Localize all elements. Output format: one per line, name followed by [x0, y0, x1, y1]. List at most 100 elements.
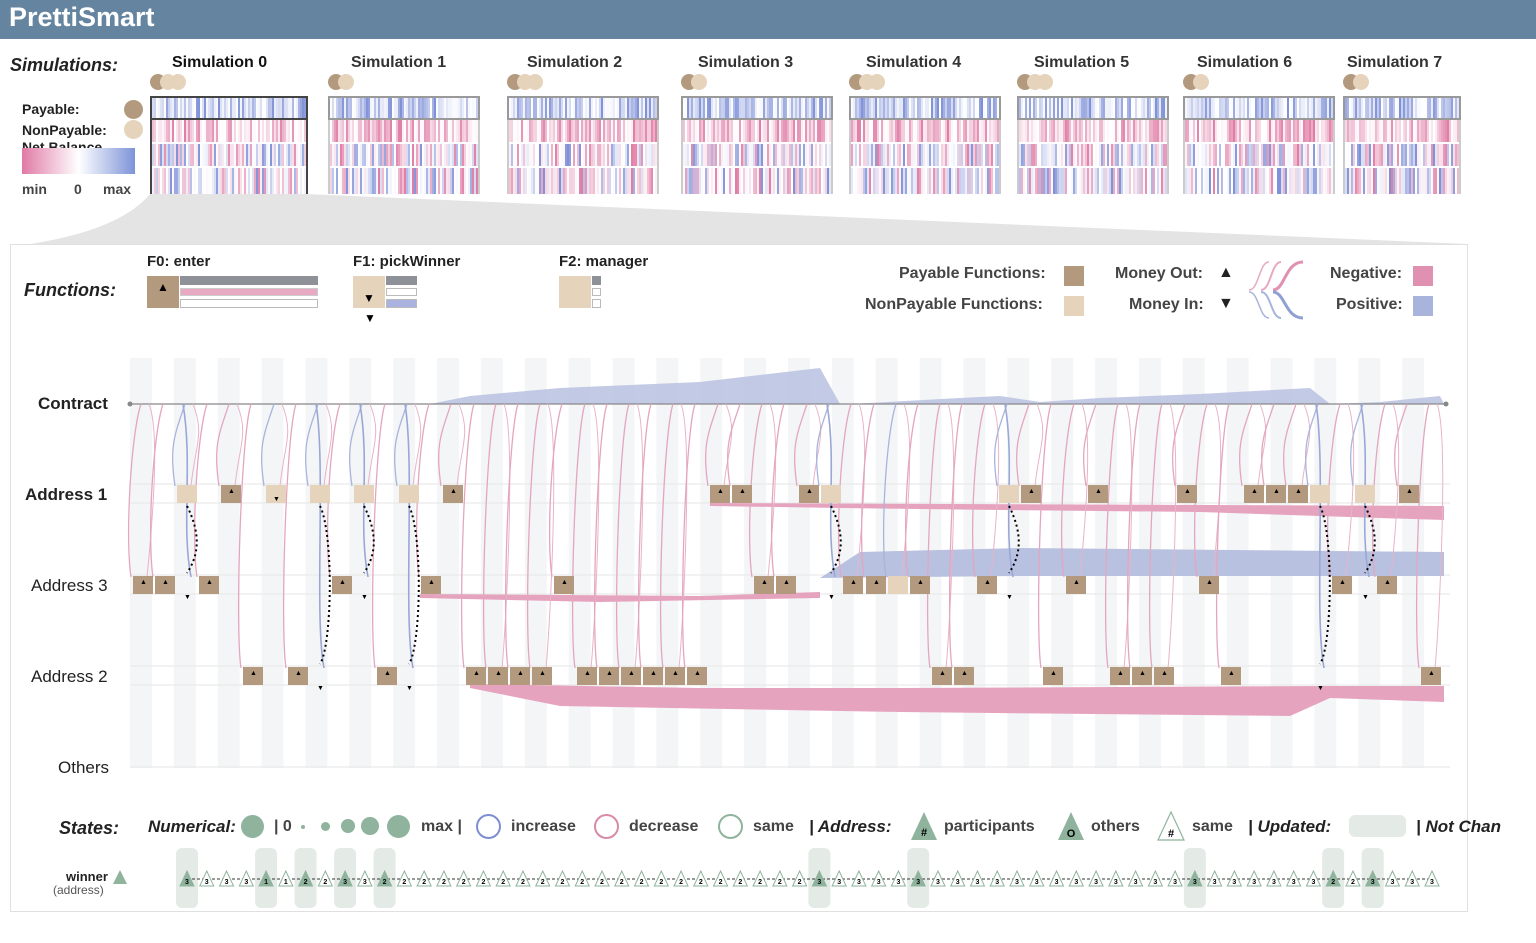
state-value-marker[interactable]: 2	[613, 869, 630, 887]
state-value-marker[interactable]: 2	[673, 869, 689, 887]
state-value-marker[interactable]: 3	[1364, 869, 1381, 887]
state-value-marker[interactable]: 3	[337, 869, 353, 887]
state-value-marker[interactable]: 3	[1246, 869, 1262, 887]
transaction-block[interactable]	[621, 667, 641, 685]
transaction-block[interactable]	[1221, 667, 1241, 685]
transaction-block[interactable]	[1110, 667, 1130, 685]
state-value-marker[interactable]: 3	[218, 869, 235, 887]
state-value-marker[interactable]: 3	[910, 869, 926, 887]
simulation-thumbnail-5[interactable]	[1017, 96, 1169, 194]
state-value-marker[interactable]: 3	[1285, 869, 1302, 887]
state-value-marker[interactable]: 2	[1325, 869, 1341, 887]
state-value-marker[interactable]: 3	[1404, 869, 1421, 887]
state-value-marker[interactable]: 2	[574, 869, 591, 887]
simulation-thumbnail-6[interactable]	[1183, 96, 1335, 194]
state-value-marker[interactable]: 2	[594, 869, 610, 887]
transaction-block[interactable]	[488, 667, 508, 685]
transaction-block[interactable]	[1266, 485, 1286, 503]
transaction-block[interactable]	[1332, 576, 1352, 594]
state-value-marker[interactable]: 2	[772, 869, 788, 887]
state-value-marker[interactable]: 1	[258, 869, 274, 887]
state-value-marker[interactable]: 3	[870, 869, 887, 887]
transaction-block[interactable]	[843, 576, 863, 594]
state-value-marker[interactable]: 3	[1088, 869, 1104, 887]
state-value-marker[interactable]: 2	[317, 869, 334, 887]
transaction-block[interactable]	[954, 667, 974, 685]
transaction-block[interactable]	[1021, 485, 1041, 503]
state-value-marker[interactable]: 3	[1206, 869, 1223, 887]
state-value-marker[interactable]: 3	[1305, 869, 1322, 887]
transaction-block[interactable]	[910, 576, 930, 594]
state-value-marker[interactable]: 2	[732, 869, 749, 887]
state-value-marker[interactable]: 3	[930, 869, 946, 887]
state-value-marker[interactable]: 2	[633, 869, 650, 887]
state-value-marker[interactable]: 2	[515, 869, 531, 887]
transaction-block[interactable]	[243, 667, 263, 685]
state-value-marker[interactable]: 2	[752, 869, 768, 887]
transaction-block[interactable]	[776, 576, 796, 594]
transaction-block[interactable]	[443, 485, 463, 503]
transaction-block[interactable]	[799, 485, 819, 503]
transaction-block[interactable]	[710, 485, 730, 503]
state-value-marker[interactable]: 3	[1424, 869, 1440, 887]
transaction-block[interactable]	[288, 667, 308, 685]
transaction-block[interactable]	[1177, 485, 1197, 503]
simulation-tab-3[interactable]: Simulation 3	[698, 54, 794, 71]
simulation-tab-0[interactable]: Simulation 0	[172, 54, 268, 71]
state-value-marker[interactable]: 3	[989, 869, 1006, 887]
function-f0-button[interactable]: ▲	[147, 276, 179, 308]
simulation-thumbnail-0[interactable]	[150, 96, 308, 194]
state-value-marker[interactable]: 1	[278, 869, 294, 887]
state-value-marker[interactable]: 3	[238, 869, 255, 887]
transaction-block[interactable]	[1288, 485, 1308, 503]
state-value-marker[interactable]: 3	[1147, 869, 1164, 887]
state-value-marker[interactable]: 2	[416, 869, 432, 887]
simulation-tab-4[interactable]: Simulation 4	[866, 54, 962, 71]
transaction-block[interactable]	[599, 667, 619, 685]
transaction-block[interactable]	[932, 667, 952, 685]
state-value-marker[interactable]: 3	[890, 869, 907, 887]
state-value-marker[interactable]: 2	[475, 869, 492, 887]
function-f2-button[interactable]	[559, 276, 591, 308]
transaction-block[interactable]	[532, 667, 552, 685]
transaction-block[interactable]	[199, 576, 219, 594]
transaction-block[interactable]	[177, 485, 197, 503]
transaction-block[interactable]	[1421, 667, 1441, 685]
transaction-block[interactable]	[1154, 667, 1174, 685]
state-value-marker[interactable]: 2	[653, 869, 670, 887]
transaction-block[interactable]	[221, 485, 241, 503]
transaction-block[interactable]	[1132, 667, 1152, 685]
state-value-marker[interactable]: 3	[1384, 869, 1401, 887]
state-value-marker[interactable]: 3	[1167, 869, 1183, 887]
state-value-marker[interactable]: 3	[969, 869, 986, 887]
state-value-marker[interactable]: 2	[297, 869, 314, 887]
state-value-marker[interactable]: 2	[376, 869, 393, 887]
transaction-block[interactable]	[1377, 576, 1397, 594]
state-value-marker[interactable]: 3	[1226, 869, 1243, 887]
state-value-marker[interactable]: 2	[455, 869, 472, 887]
state-value-marker[interactable]: 3	[1266, 869, 1282, 887]
state-value-marker[interactable]: 3	[811, 869, 828, 887]
simulation-thumbnail-7[interactable]	[1343, 96, 1461, 194]
transaction-block[interactable]	[866, 576, 886, 594]
transaction-block[interactable]	[1399, 485, 1419, 503]
transaction-block[interactable]	[577, 667, 597, 685]
state-value-marker[interactable]: 2	[554, 869, 571, 887]
transaction-block[interactable]	[687, 667, 707, 685]
state-value-marker[interactable]: 3	[949, 869, 966, 887]
transaction-block[interactable]	[554, 576, 574, 594]
transaction-block[interactable]	[643, 667, 663, 685]
state-value-marker[interactable]: 3	[851, 869, 867, 887]
state-value-marker[interactable]: 2	[396, 869, 413, 887]
state-value-marker[interactable]: 2	[693, 869, 709, 887]
state-value-marker[interactable]: 3	[198, 869, 215, 887]
state-value-marker[interactable]: 3	[1048, 869, 1065, 887]
transaction-block[interactable]	[332, 576, 352, 594]
simulation-tab-6[interactable]: Simulation 6	[1197, 54, 1293, 71]
function-f1-button[interactable]: ▼	[353, 276, 385, 308]
simulation-tab-1[interactable]: Simulation 1	[351, 54, 447, 71]
transaction-block[interactable]	[732, 485, 752, 503]
simulation-thumbnail-4[interactable]	[849, 96, 1001, 194]
simulation-thumbnail-2[interactable]	[507, 96, 659, 194]
transaction-block[interactable]	[354, 485, 374, 503]
